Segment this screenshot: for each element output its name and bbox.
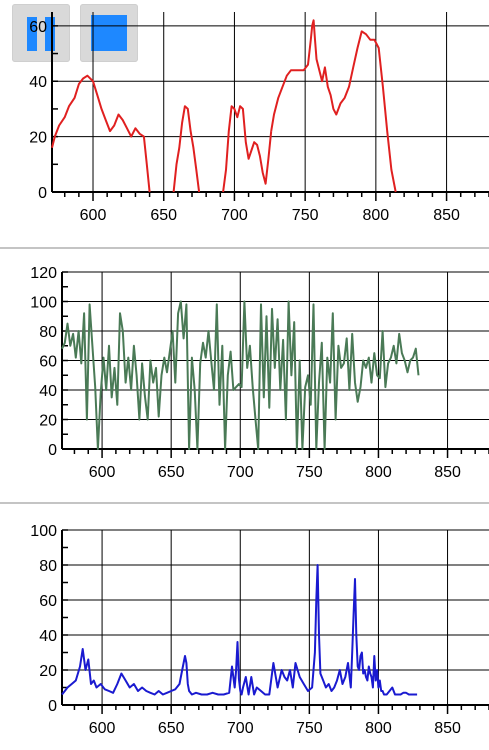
x-tick-label: 600 bbox=[89, 720, 116, 737]
y-tick-label: 60 bbox=[39, 593, 57, 610]
x-tick-label: 750 bbox=[296, 720, 323, 737]
y-tick-label: 100 bbox=[30, 295, 57, 312]
y-tick-label: 40 bbox=[39, 628, 57, 645]
x-tick-label: 700 bbox=[221, 207, 248, 224]
x-tick-label: 850 bbox=[434, 720, 461, 737]
x-tick-label: 850 bbox=[434, 464, 461, 481]
x-tick-label: 800 bbox=[365, 720, 392, 737]
x-tick-label: 600 bbox=[80, 207, 107, 224]
pause-icon-bar bbox=[45, 17, 55, 51]
stop-button[interactable] bbox=[80, 4, 138, 62]
y-tick-label: 100 bbox=[30, 523, 57, 540]
y-tick-label: 0 bbox=[48, 442, 57, 459]
series-line bbox=[61, 564, 418, 696]
series-line bbox=[172, 105, 201, 193]
pause-icon bbox=[27, 17, 37, 51]
series-line bbox=[270, 19, 397, 193]
stop-icon bbox=[91, 15, 127, 51]
x-tick-label: 650 bbox=[158, 720, 185, 737]
x-tick-label: 750 bbox=[296, 464, 323, 481]
x-tick-label: 800 bbox=[365, 464, 392, 481]
x-tick-label: 650 bbox=[150, 207, 177, 224]
x-tick-label: 600 bbox=[89, 464, 116, 481]
y-tick-label: 60 bbox=[29, 19, 47, 36]
series-line bbox=[61, 300, 420, 450]
y-tick-label: 120 bbox=[30, 265, 57, 282]
y-tick-label: 60 bbox=[39, 354, 57, 371]
y-tick-label: 20 bbox=[29, 130, 47, 147]
series-line bbox=[51, 74, 151, 193]
x-tick-label: 700 bbox=[227, 464, 254, 481]
x-tick-label: 850 bbox=[433, 207, 460, 224]
y-tick-label: 80 bbox=[39, 324, 57, 341]
y-tick-label: 40 bbox=[39, 383, 57, 400]
x-tick-label: 700 bbox=[227, 720, 254, 737]
x-tick-label: 750 bbox=[292, 207, 319, 224]
y-tick-label: 40 bbox=[29, 74, 47, 91]
y-tick-label: 80 bbox=[39, 558, 57, 575]
y-tick-label: 20 bbox=[39, 413, 57, 430]
x-tick-label: 800 bbox=[363, 207, 390, 224]
y-tick-label: 0 bbox=[48, 698, 57, 715]
y-tick-label: 0 bbox=[38, 185, 47, 202]
series-line bbox=[222, 105, 273, 193]
x-tick-label: 650 bbox=[158, 464, 185, 481]
y-tick-label: 20 bbox=[39, 663, 57, 680]
pause-button[interactable] bbox=[12, 4, 70, 62]
